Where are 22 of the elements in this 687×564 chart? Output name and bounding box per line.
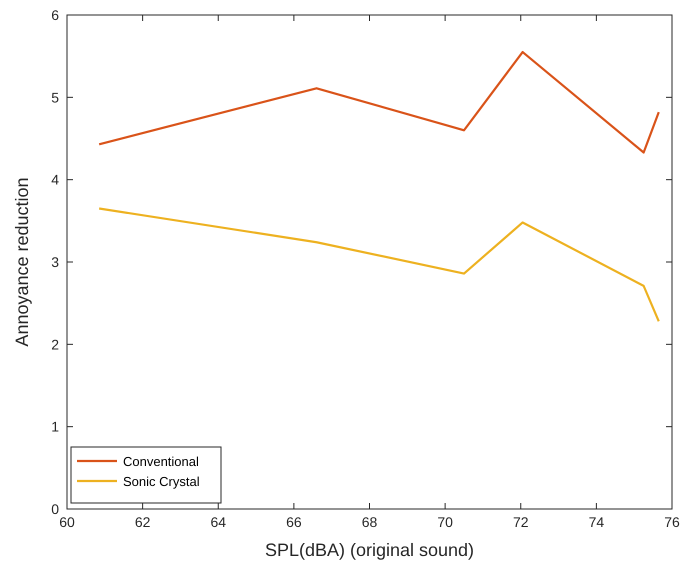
y-tick-label: 0 bbox=[51, 501, 60, 517]
y-tick-label: 6 bbox=[51, 7, 60, 23]
y-tick-label: 3 bbox=[51, 254, 60, 270]
x-tick-label: 62 bbox=[134, 514, 151, 530]
x-tick-label: 60 bbox=[59, 514, 75, 530]
legend-label: Conventional bbox=[123, 454, 199, 469]
x-tick-label: 74 bbox=[588, 514, 604, 530]
x-tick-label: 64 bbox=[210, 514, 226, 530]
x-tick-label: 70 bbox=[437, 514, 454, 530]
y-axis-title: Annoyance reduction bbox=[12, 177, 32, 347]
x-tick-label: 72 bbox=[512, 514, 529, 530]
y-tick-label: 4 bbox=[51, 172, 60, 188]
x-tick-label: 66 bbox=[286, 514, 302, 530]
y-tick-label: 5 bbox=[51, 89, 60, 106]
x-tick-label: 76 bbox=[664, 514, 680, 530]
y-tick-label: 2 bbox=[51, 336, 60, 352]
line-series bbox=[98, 207, 660, 322]
x-tick-label: 68 bbox=[362, 514, 378, 530]
y-tick-label: 1 bbox=[51, 418, 60, 435]
x-axis-title: SPL(dBA) (original sound) bbox=[264, 540, 474, 560]
legend-label: Sonic Crystal bbox=[123, 474, 200, 489]
line-series bbox=[98, 50, 660, 154]
